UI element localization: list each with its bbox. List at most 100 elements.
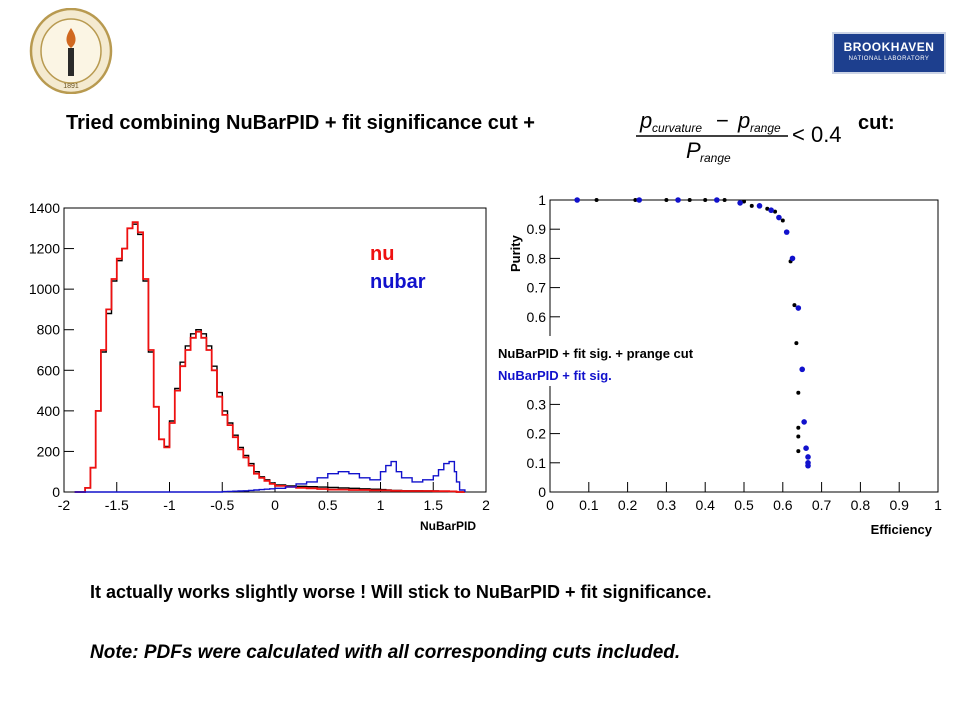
legend-nubar: nubar (370, 271, 426, 293)
data-point-prange (796, 449, 801, 454)
formula-den: P (686, 138, 701, 163)
bnl-logo-line2: NATIONAL LABORATORY (848, 56, 930, 62)
y-tick-label: 200 (37, 443, 61, 459)
x-tick-label: 0.2 (618, 497, 638, 513)
data-point-prange (722, 198, 727, 202)
data-point-fitsig (805, 454, 811, 460)
x-tick-label: 0.4 (695, 497, 715, 513)
y-tick-label: 800 (37, 322, 61, 338)
bnl-logo-line1: BROOKHAVEN (843, 40, 935, 54)
series-line-nubar (74, 460, 466, 493)
y-tick-label: 0.6 (527, 309, 547, 325)
data-point-prange (749, 203, 754, 208)
data-point-prange (687, 198, 692, 202)
y-tick-label: 0 (52, 484, 60, 500)
x-tick-label: -1 (163, 497, 176, 513)
y-tick-label: 400 (37, 403, 61, 419)
data-point-fitsig (636, 197, 643, 203)
x-tick-label: 0 (546, 497, 554, 513)
y-tick-label: 0.7 (527, 280, 547, 296)
x-tick-label: 0.6 (773, 497, 793, 513)
data-point-prange (792, 303, 797, 308)
slide-title: Tried combining NuBarPID + fit significa… (66, 112, 535, 134)
y-tick-label: 0 (538, 484, 546, 500)
legend-entry-fitsig: NuBarPID + fit sig. (498, 368, 612, 383)
data-point-prange (765, 206, 770, 211)
legend-nu: nu (370, 243, 394, 265)
data-point-prange (703, 198, 708, 202)
x-tick-label: -0.5 (210, 497, 234, 513)
data-point-prange (773, 209, 778, 214)
data-point-fitsig (789, 255, 796, 262)
data-point-fitsig (795, 305, 802, 311)
x-tick-label: 1 (377, 497, 385, 513)
formula-relation: < 0.4 (792, 122, 842, 147)
x-tick-label: 0.3 (657, 497, 677, 513)
y-tick-label: 0.1 (527, 455, 547, 471)
data-point-fitsig (768, 207, 774, 214)
data-point-fitsig (756, 203, 763, 209)
caltech-logo: 1891 (29, 8, 113, 94)
x-tick-label: 1.5 (424, 497, 444, 513)
data-point-fitsig (675, 197, 681, 203)
x-tick-label: 2 (482, 497, 490, 513)
y-tick-label: 0.2 (527, 426, 547, 442)
nubarpid-histogram: 0 200 400 600 800 1000 1200 1400 -2 -1.5 -1 -0.5 0 0.… (29, 200, 490, 533)
data-point-fitsig (737, 200, 743, 206)
x-tick-label: 0 (271, 497, 279, 513)
slide-title-suffix: cut: (858, 112, 895, 134)
y-tick-label: 600 (37, 362, 61, 378)
data-point-prange (796, 390, 801, 395)
y-tick-label: 1000 (29, 281, 60, 297)
data-point-prange (594, 198, 599, 202)
data-point-prange (794, 341, 799, 346)
series-line-mix (74, 223, 465, 493)
x-tick-label: -1.5 (105, 497, 129, 513)
data-point-prange (664, 198, 669, 202)
note-text: Note: PDFs were calculated with all corr… (90, 642, 681, 663)
formula-den-sub: range (700, 151, 731, 165)
torch-flame-icon (66, 28, 76, 48)
torch-icon (68, 48, 74, 76)
y-tick-label: 1400 (29, 200, 60, 216)
series-line-nu (74, 221, 465, 493)
x-tick-label: 0.5 (318, 497, 338, 513)
data-point-prange (780, 218, 785, 223)
data-point-fitsig (714, 197, 720, 203)
formula-num-b-sub: range (750, 121, 781, 135)
legend-entry-prange: NuBarPID + fit sig. + prange cut (498, 346, 694, 361)
x-tick-label: 0.5 (734, 497, 754, 513)
x-tick-label: 0.1 (579, 497, 599, 513)
data-point-fitsig (801, 419, 807, 425)
y-tick-label: 0.8 (527, 250, 547, 266)
data-point-prange (796, 434, 801, 439)
bnl-logo: BROOKHAVEN NATIONAL LABORATORY (832, 32, 946, 74)
formula-num-a-sub: curvature (652, 121, 702, 135)
legend-box (494, 336, 786, 386)
x-tick-label: -2 (58, 497, 71, 513)
formula-num-b: p (737, 108, 750, 133)
data-point-fitsig (803, 445, 809, 452)
plot-frame (63, 207, 487, 493)
y-tick-label: 0.9 (527, 221, 547, 237)
formula-num-a: p (639, 108, 652, 133)
data-point-fitsig (805, 462, 811, 469)
y-tick-label: 1 (538, 192, 546, 208)
x-tick-label: 0.9 (889, 497, 909, 513)
y-axis-label: Purity (508, 234, 523, 272)
x-axis-label: NuBarPID (420, 519, 476, 533)
data-point-prange (796, 425, 801, 430)
data-point-prange (633, 198, 638, 202)
formula-minus: − (716, 108, 729, 133)
data-point-fitsig (574, 197, 580, 203)
seal-year: 1891 (63, 83, 79, 90)
ratio-formula: p curvature − p range P range < 0.4 (636, 108, 842, 165)
purity-efficiency-plot: 0 0.1 0.2 0.3 0.4 0.5 0.6 0.7 0.8 0.9 1 0 0.1 0.2 0.3 0… (494, 192, 942, 537)
data-point-fitsig (776, 214, 782, 221)
conclusion-text: It actually works slightly worse ! Will … (90, 582, 712, 602)
y-tick-label: 0.3 (527, 396, 547, 412)
y-tick-label: 1200 (29, 241, 60, 257)
data-point-prange (742, 199, 746, 204)
x-tick-label: 0.8 (851, 497, 871, 513)
data-point-fitsig (799, 366, 805, 373)
